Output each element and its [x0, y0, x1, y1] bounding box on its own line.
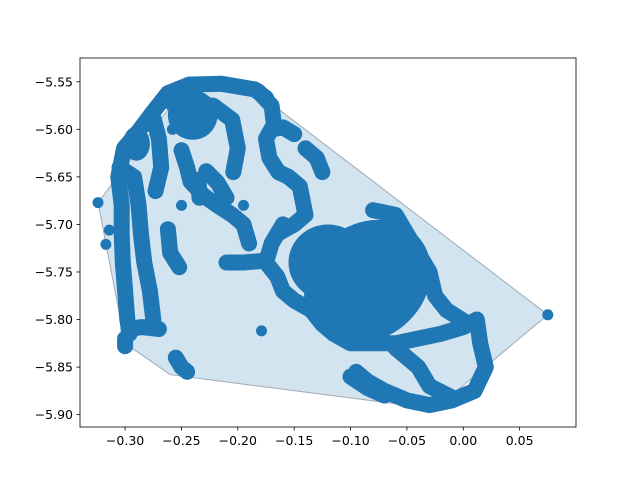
y-tick-label-1: −5.55: [35, 74, 73, 89]
scatter-cluster-3: [167, 90, 218, 140]
scatter-point-4: [100, 238, 112, 250]
scatter-cluster-2: [288, 224, 368, 301]
y-tick-label-3: −5.65: [35, 169, 73, 184]
y-tick-label-2: −5.60: [35, 122, 73, 137]
x-tick-label-2: −0.25: [162, 433, 200, 448]
scatter-trace-15: [258, 216, 494, 414]
scatter-point-10: [176, 199, 187, 211]
x-tick-label-8: 0.05: [506, 433, 534, 448]
x-tick-label-6: −0.05: [388, 433, 426, 448]
y-tick-label-7: −5.85: [35, 360, 73, 375]
scatter-point-5: [256, 325, 267, 337]
x-axis: −0.30 −0.25 −0.20 −0.15 −0.10 −0.05 0.00 0.05: [106, 427, 534, 448]
scatter-trace-5: [111, 159, 162, 328]
x-tick-label-3: −0.20: [219, 433, 257, 448]
scatter-trace-14: [297, 140, 331, 181]
plot-clipped-group: [92, 75, 554, 414]
scatter-point-11: [166, 123, 178, 135]
y-tick-label-8: −5.90: [35, 407, 73, 422]
scatter-trace-17: [387, 340, 460, 406]
scatter-point-2: [92, 197, 104, 209]
scatter-trace-20: [167, 349, 196, 380]
plot-area: [92, 75, 554, 414]
scatter-point-9: [119, 337, 131, 349]
scatter-cluster-4: [122, 126, 150, 161]
scatter-point-6: [305, 276, 317, 287]
scatter-point-7: [238, 199, 249, 211]
y-axis: −5.55 −5.60 −5.65 −5.70 −5.75 −5.80 −5.85 −5.90: [35, 74, 80, 422]
scatter-trace-6: [120, 319, 167, 337]
scatter-trace-18: [342, 368, 393, 404]
scatter-trace-10: [173, 142, 258, 252]
scatter-point-1: [542, 309, 554, 321]
scatter-trace-12: [250, 83, 314, 242]
x-tick-label-5: −0.10: [331, 433, 369, 448]
y-tick-label-5: −5.75: [35, 264, 73, 279]
x-tick-label-4: −0.15: [275, 433, 313, 448]
x-tick-label-7: 0.00: [449, 433, 477, 448]
scatter-point-8: [280, 125, 292, 137]
scatter-point-3: [103, 224, 115, 236]
axes-frame: [79, 57, 577, 428]
scatter-trace-8: [198, 163, 235, 206]
scatter-trace-4: [144, 105, 170, 200]
y-tick-label-6: −5.80: [35, 312, 73, 327]
y-tick-label-4: −5.70: [35, 217, 73, 232]
scatter-trace-7: [159, 221, 188, 276]
x-tick-label-1: −0.30: [106, 433, 144, 448]
